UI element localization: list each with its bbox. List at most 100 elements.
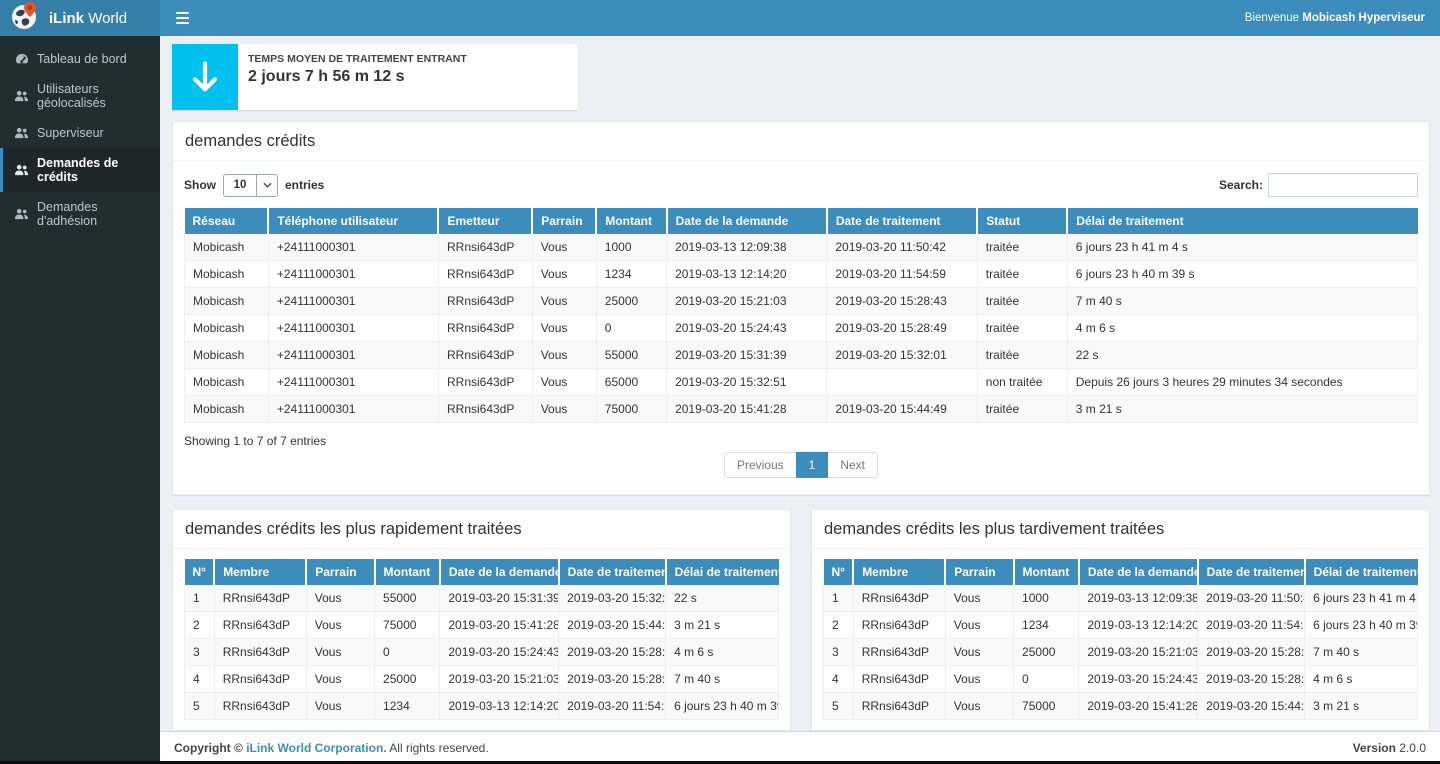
table-cell: 3 (824, 639, 854, 666)
column-header[interactable]: Date de traitement (827, 208, 977, 234)
column-header[interactable]: Date de la demande (667, 208, 827, 234)
panel-title: demandes crédits les plus rapidement tra… (173, 510, 790, 549)
table-cell: traitée (977, 396, 1067, 423)
table-cell: +24111000301 (268, 288, 438, 315)
table-cell: 2019-03-20 15:41:28 (440, 612, 559, 639)
content-area: TEMPS MOYEN DE TRAITEMENT ENTRANT 2 jour… (160, 36, 1440, 731)
table-cell: 6 jours 23 h 41 m 4 s (1305, 585, 1418, 612)
column-header: Délai de traitement (1305, 559, 1418, 585)
table-cell: 55000 (596, 342, 666, 369)
table-cell: traitée (977, 261, 1067, 288)
table-cell: Vous (532, 315, 596, 342)
table-cell: 1000 (1014, 585, 1079, 612)
table-cell: Vous (306, 585, 374, 612)
table-cell: 2019-03-20 15:44:49 (1198, 693, 1305, 720)
table-row: 5RRnsi643dPVous750002019-03-20 15:41:282… (824, 693, 1418, 720)
latest-processed-panel: demandes crédits les plus tardivement tr… (811, 509, 1430, 731)
table-cell: 2019-03-20 11:50:42 (827, 234, 977, 261)
table-cell: 0 (596, 315, 666, 342)
brand[interactable]: iLink World (0, 0, 160, 36)
table-cell: 0 (375, 639, 440, 666)
table-row: 3RRnsi643dPVous250002019-03-20 15:21:032… (824, 639, 1418, 666)
infobox-value: 2 jours 7 h 56 m 12 s (248, 68, 467, 86)
table-controls: Show 10 entries Search: (184, 173, 1418, 197)
sidebar-toggle-button[interactable] (174, 8, 191, 28)
table-cell: Mobicash (185, 234, 269, 261)
table-cell: 1234 (1014, 612, 1079, 639)
table-cell: 3 (185, 639, 215, 666)
sidebar-item-demandes-d-adhesion[interactable]: Demandes d'adhésion (0, 192, 160, 236)
page-size-select[interactable]: 10 (223, 174, 278, 197)
app-window: iLink World Tableau de bord Utilisateurs… (0, 0, 1440, 764)
sidebar-item-utilisateurs-geolocalises[interactable]: Utilisateurs géolocalisés (0, 74, 160, 118)
table-row: Mobicash+24111000301RRnsi643dPVous550002… (185, 342, 1418, 369)
main-area: Bienvenue Mobicash Hyperviseur TEMPS MOY… (160, 0, 1440, 764)
table-cell: 2019-03-20 15:28:49 (559, 639, 666, 666)
table-cell: 6 jours 23 h 41 m 4 s (1067, 234, 1417, 261)
search-input[interactable] (1268, 173, 1418, 197)
table-row: 1RRnsi643dPVous10002019-03-13 12:09:3820… (824, 585, 1418, 612)
pagination-previous-button[interactable]: Previous (724, 452, 797, 478)
sidebar-item-superviseur[interactable]: Superviseur (0, 118, 160, 148)
column-header: Parrain (945, 559, 1013, 585)
column-header[interactable]: Statut (977, 208, 1067, 234)
table-cell: 2019-03-20 15:32:51 (667, 369, 827, 396)
table-cell: 2019-03-13 12:09:38 (1079, 585, 1198, 612)
table-row: Mobicash+24111000301RRnsi643dPVous650002… (185, 369, 1418, 396)
column-header: N° (185, 559, 215, 585)
table-cell: RRnsi643dP (438, 288, 532, 315)
table-row: Mobicash+24111000301RRnsi643dPVous750002… (185, 396, 1418, 423)
table-row: 3RRnsi643dPVous02019-03-20 15:24:432019-… (185, 639, 779, 666)
copyright-text: Copyright © iLink World Corporation. All… (174, 741, 489, 755)
table-cell: 2019-03-20 15:41:28 (1079, 693, 1198, 720)
sidebar-item-label: Tableau de bord (37, 52, 127, 66)
table-cell: traitée (977, 288, 1067, 315)
table-cell: +24111000301 (268, 369, 438, 396)
sidebar-item-tableau-de-bord[interactable]: Tableau de bord (0, 44, 160, 74)
table-cell: 2019-03-13 12:14:20 (440, 693, 559, 720)
sidebar-item-demandes-de-credits[interactable]: Demandes de crédits (0, 148, 160, 192)
company-link[interactable]: iLink World Corporation. (246, 741, 386, 755)
brand-bold: iLink (49, 10, 84, 27)
sidebar-item-label: Superviseur (37, 126, 104, 140)
column-header: Montant (375, 559, 440, 585)
copyright-label: Copyright © (174, 741, 243, 755)
table-cell: 1234 (375, 693, 440, 720)
pagination-page-1-button[interactable]: 1 (796, 452, 829, 478)
column-header[interactable]: Parrain (532, 208, 596, 234)
column-header[interactable]: Montant (596, 208, 666, 234)
column-header[interactable]: Téléphone utilisateur (268, 208, 438, 234)
table-cell: 2019-03-20 15:21:03 (1079, 639, 1198, 666)
table-cell: Vous (945, 666, 1013, 693)
column-header[interactable]: Délai de traitement (1067, 208, 1417, 234)
table-cell: 7 m 40 s (1067, 288, 1417, 315)
table-cell: 6 jours 23 h 40 m 39 s (666, 693, 779, 720)
table-cell: RRnsi643dP (853, 639, 945, 666)
table-cell: 4 (185, 666, 215, 693)
table-cell: 4 m 6 s (1305, 666, 1418, 693)
table-cell: traitée (977, 342, 1067, 369)
column-header: Montant (1014, 559, 1079, 585)
table-cell: 3 m 21 s (666, 612, 779, 639)
table-cell: 2019-03-20 15:21:03 (667, 288, 827, 315)
down-arrow-icon (172, 44, 238, 110)
table-cell: 2019-03-20 15:24:43 (667, 315, 827, 342)
table-header-row: N°MembreParrainMontantDate de la demande… (185, 559, 779, 585)
column-header[interactable]: Emetteur (438, 208, 532, 234)
search-control: Search: (1219, 173, 1418, 197)
sidebar-item-label: Demandes de crédits (37, 156, 154, 184)
table-row: 2RRnsi643dPVous12342019-03-13 12:14:2020… (824, 612, 1418, 639)
table-cell: 22 s (1067, 342, 1417, 369)
column-header[interactable]: Réseau (185, 208, 269, 234)
table-cell: +24111000301 (268, 261, 438, 288)
sidebar-menu: Tableau de bord Utilisateurs géolocalisé… (0, 44, 160, 236)
pagination-next-button[interactable]: Next (827, 452, 878, 478)
table-cell: 75000 (596, 396, 666, 423)
table-row: Mobicash+24111000301RRnsi643dPVous02019-… (185, 315, 1418, 342)
users-icon (14, 127, 29, 140)
table-cell: 3 m 21 s (1067, 396, 1417, 423)
table-row: 1RRnsi643dPVous550002019-03-20 15:31:392… (185, 585, 779, 612)
table-cell: 1000 (596, 234, 666, 261)
page-size-value: 10 (224, 175, 256, 196)
table-cell: 65000 (596, 369, 666, 396)
